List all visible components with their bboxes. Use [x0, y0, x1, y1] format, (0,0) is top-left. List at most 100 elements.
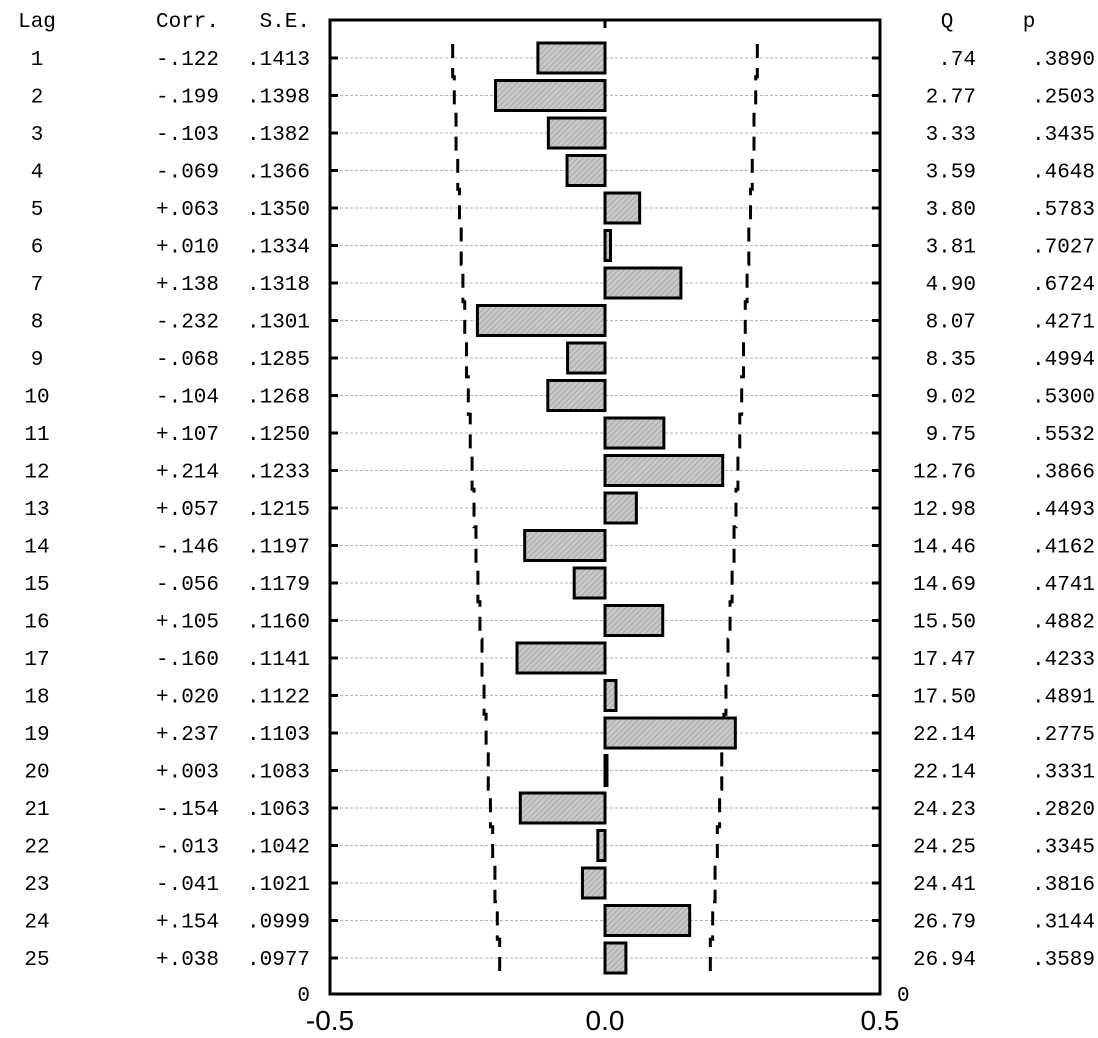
p-label: .2775	[1032, 724, 1095, 747]
bar	[580, 866, 607, 900]
header-q: Q	[941, 11, 954, 34]
lag-label: 9	[31, 349, 44, 372]
x-tick-label-mid: 0.0	[586, 1005, 625, 1036]
se-label: .1122	[247, 687, 310, 710]
header-lag: Lag	[18, 11, 56, 34]
lag-label: 20	[24, 762, 49, 785]
lag-label: 10	[24, 387, 49, 410]
q-label: 12.76	[913, 462, 976, 485]
confidence-limit-right	[708, 44, 759, 972]
p-label: .6724	[1032, 274, 1095, 297]
q-label: 9.75	[926, 424, 976, 447]
corr-label: +.105	[156, 612, 219, 635]
se-label: .1063	[247, 799, 310, 822]
corr-label: -.056	[156, 574, 219, 597]
q-label: 2.77	[926, 87, 976, 110]
p-label: .5300	[1032, 387, 1095, 410]
bar	[518, 791, 607, 825]
se-label: .1250	[247, 424, 310, 447]
corr-label: +.214	[156, 462, 219, 485]
se-label: .1318	[247, 274, 310, 297]
x-tick-label-max: 0.5	[861, 1005, 900, 1036]
corr-label: -.146	[156, 537, 219, 560]
q-label: 15.50	[913, 612, 976, 635]
q-label: .74	[938, 49, 976, 72]
bar	[475, 304, 607, 337]
p-label: .4882	[1032, 612, 1095, 635]
bar	[603, 716, 737, 750]
p-label: .3890	[1032, 49, 1095, 72]
p-label: .4493	[1032, 499, 1095, 522]
lag-label: 11	[24, 424, 49, 447]
q-label: 12.98	[913, 499, 976, 522]
zero-label-right: 0	[897, 985, 910, 1008]
se-label: .1083	[247, 762, 310, 785]
se-label: .0999	[247, 912, 310, 935]
q-label: 17.50	[913, 687, 976, 710]
bar	[603, 941, 628, 975]
q-label: 8.35	[926, 349, 976, 372]
bar	[603, 904, 692, 937]
lag-label: 16	[24, 612, 49, 635]
corr-label: -.103	[156, 124, 219, 147]
bar	[603, 754, 609, 787]
bar	[603, 416, 666, 450]
q-label: 24.25	[913, 837, 976, 860]
se-label: .1179	[247, 574, 310, 597]
corr-label: +.038	[156, 949, 219, 972]
lag-label: 14	[24, 537, 49, 560]
corr-label: -.199	[156, 87, 219, 110]
header-p: p	[1023, 11, 1036, 34]
lag-label: 5	[31, 199, 44, 222]
q-label: 8.07	[926, 312, 976, 335]
bar	[546, 116, 607, 150]
se-label: .1197	[247, 537, 310, 560]
p-label: .2820	[1032, 799, 1095, 822]
lag-label: 17	[24, 649, 49, 672]
se-label: .1398	[247, 87, 310, 110]
se-label: .1160	[247, 612, 310, 635]
confidence-limits	[451, 44, 759, 972]
corr-label: -.122	[156, 49, 219, 72]
se-label: .1285	[247, 349, 310, 372]
bar	[572, 566, 607, 600]
p-label: .3435	[1032, 124, 1095, 147]
p-label: .3345	[1032, 837, 1095, 860]
q-label: 26.79	[913, 912, 976, 935]
bar	[603, 229, 612, 262]
lag-label: 25	[24, 949, 49, 972]
bar	[603, 679, 618, 712]
q-label: 26.94	[913, 949, 976, 972]
p-label: .2503	[1032, 87, 1095, 110]
se-label: .1233	[247, 462, 310, 485]
lag-label: 4	[31, 162, 44, 185]
lag-label: 2	[31, 87, 44, 110]
bar	[515, 641, 607, 675]
q-label: 9.02	[926, 387, 976, 410]
p-label: .3589	[1032, 949, 1095, 972]
bar	[523, 529, 607, 562]
q-label: 24.23	[913, 799, 976, 822]
q-label: 3.81	[926, 237, 976, 260]
corr-label: -.104	[156, 387, 219, 410]
p-label: .4162	[1032, 537, 1095, 560]
lag-label: 18	[24, 687, 49, 710]
axis-ticks	[328, 20, 882, 960]
corr-label: -.154	[156, 799, 219, 822]
bar	[603, 454, 725, 487]
p-label: .4994	[1032, 349, 1095, 372]
p-label: .4891	[1032, 687, 1095, 710]
se-label: .1268	[247, 387, 310, 410]
q-label: 3.59	[926, 162, 976, 185]
p-label: .4648	[1032, 162, 1095, 185]
p-label: .3144	[1032, 912, 1095, 935]
p-label: .5532	[1032, 424, 1095, 447]
p-label: .3866	[1032, 462, 1095, 485]
q-label: 17.47	[913, 649, 976, 672]
confidence-limit-left	[451, 44, 502, 972]
corr-label: -.013	[156, 837, 219, 860]
row-labels: 1 -.122 .1413 .74 .3890 2 -.199 .1398 2.77 .2503 3…	[24, 49, 1095, 972]
corr-label: +.154	[156, 912, 219, 935]
lag-label: 23	[24, 874, 49, 897]
